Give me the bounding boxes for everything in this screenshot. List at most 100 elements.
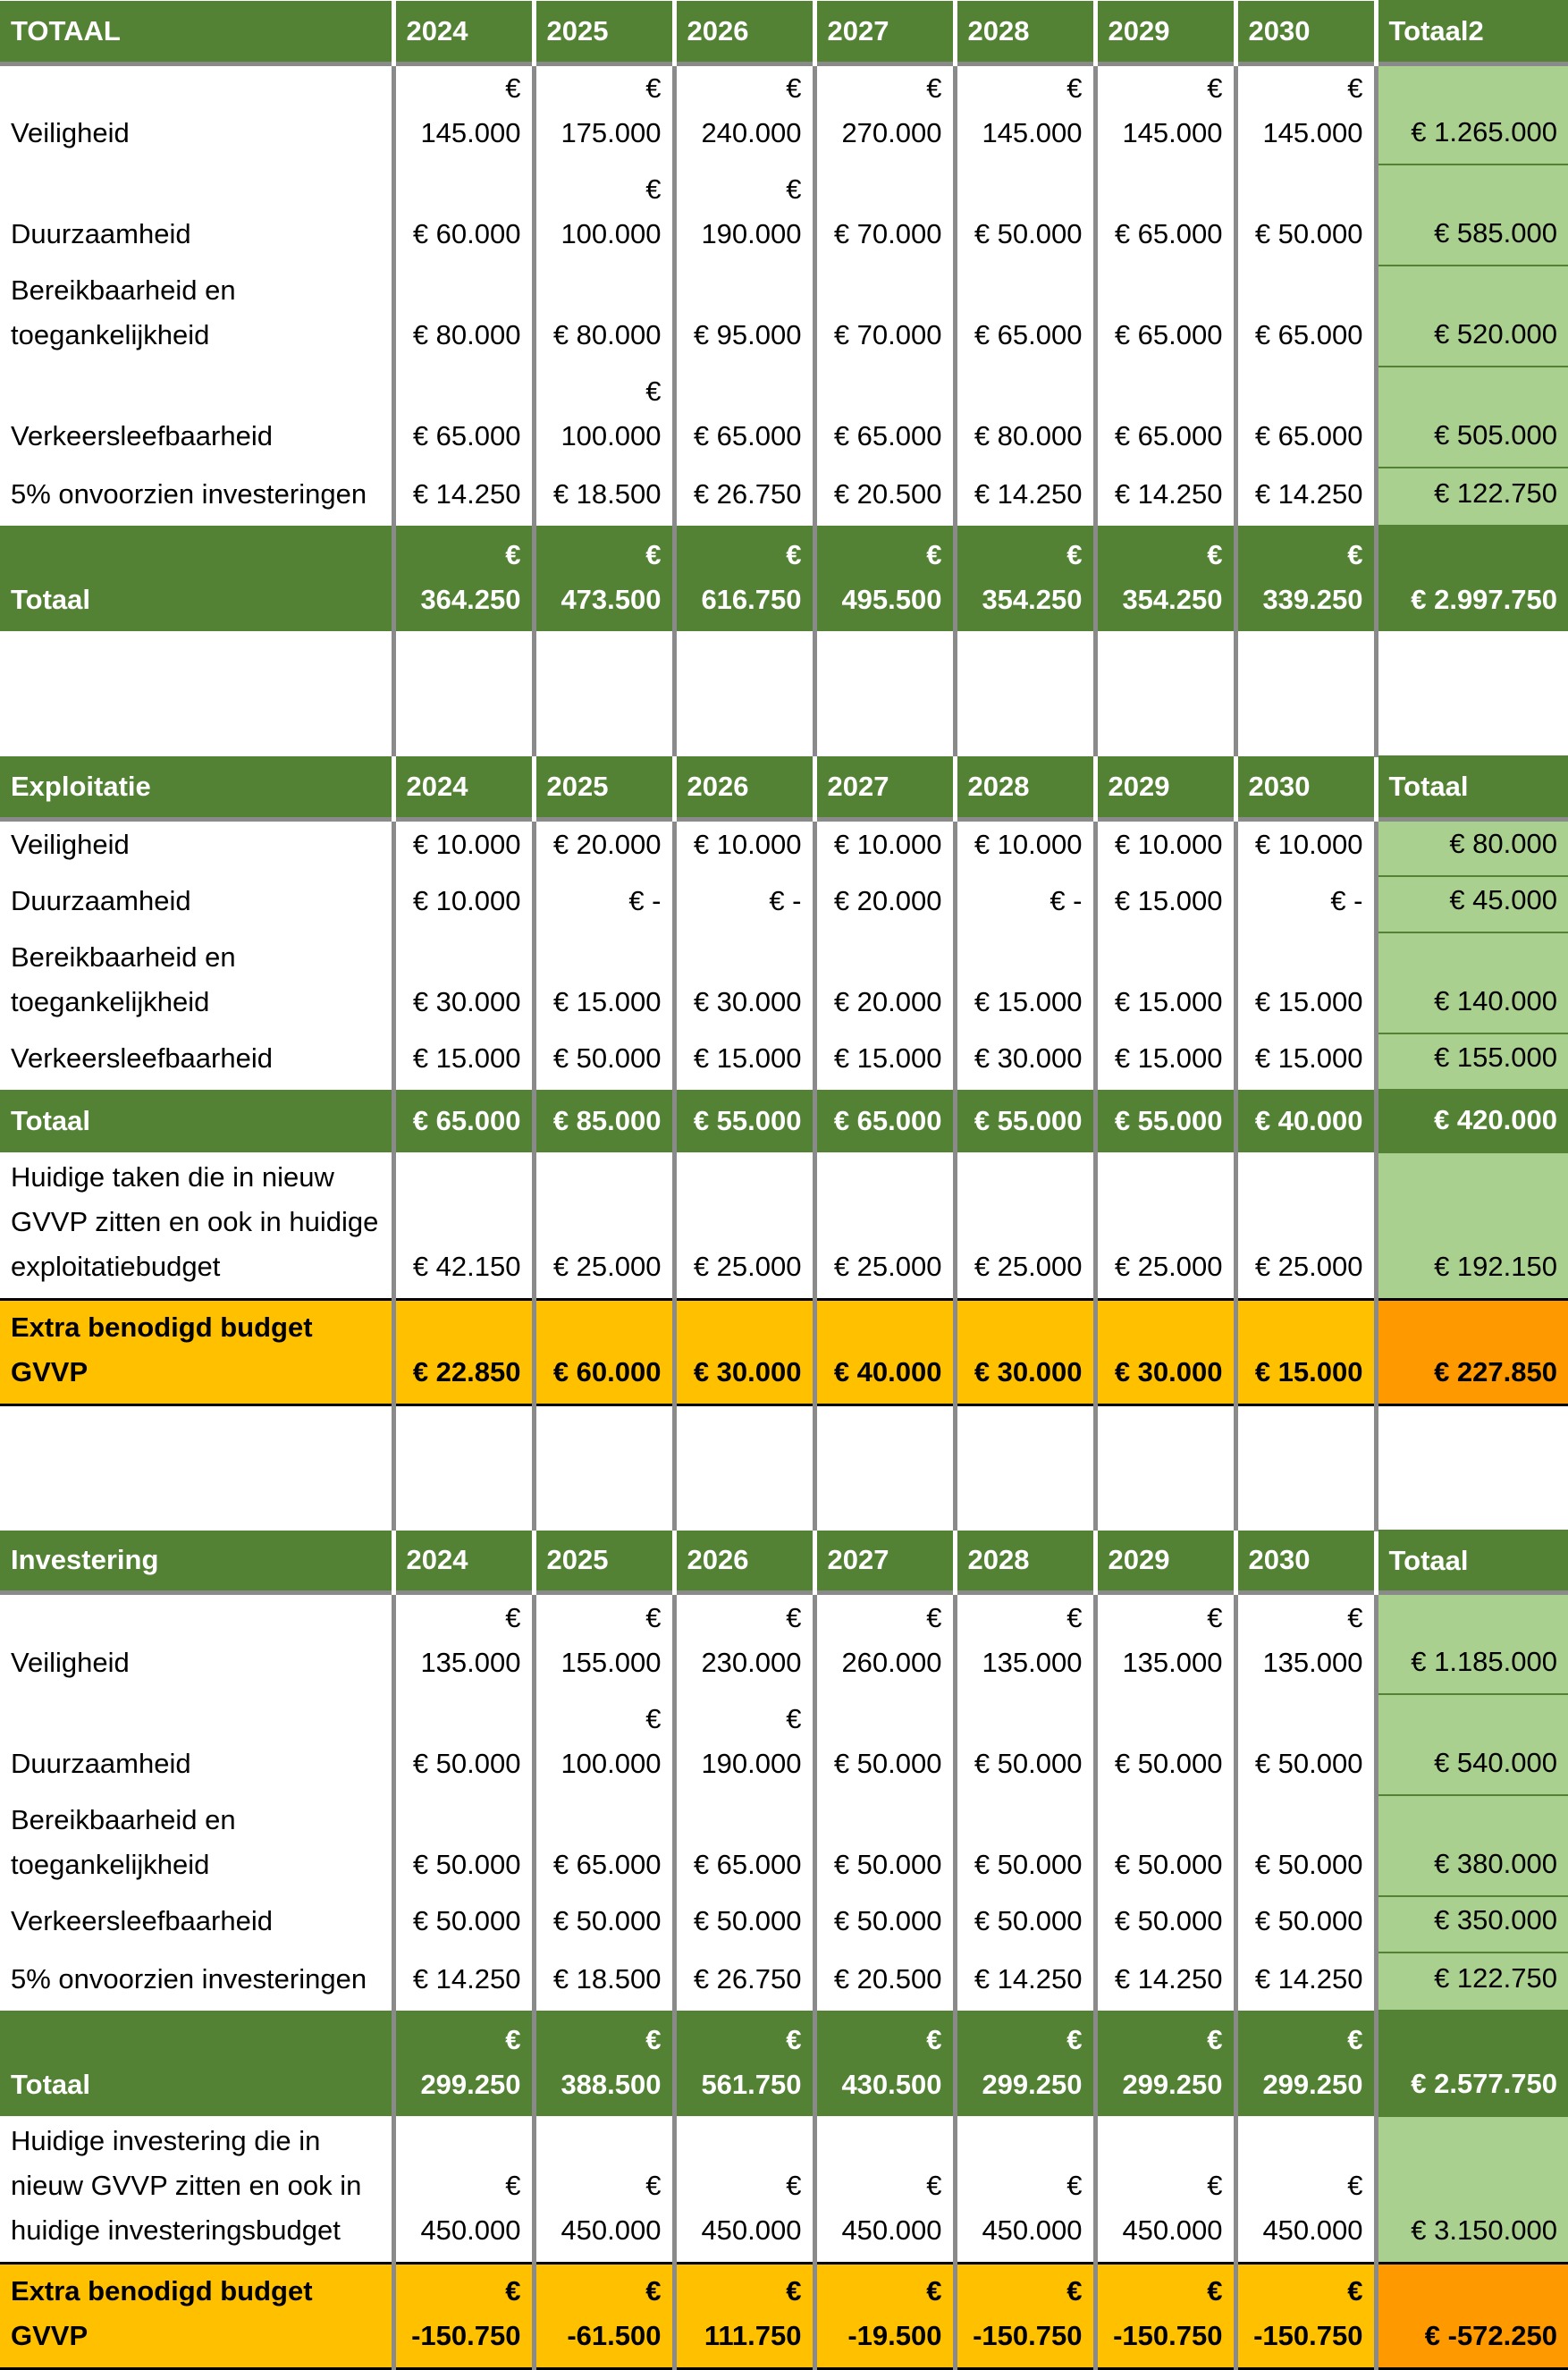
- spacer-cell: [812, 631, 955, 756]
- exploitatie-row-total-cell: € 45.000: [1373, 874, 1568, 932]
- exploitatie-row-cell: € 25.000: [952, 1151, 1095, 1300]
- totaal-section-title: TOTAAL: [0, 1, 393, 63]
- exploitatie-row-cell: € -: [1233, 875, 1376, 932]
- column-header: 2024: [391, 1, 534, 63]
- totaal-row-cell: € 70.000: [812, 164, 955, 266]
- investering-row: Duurzaamheid € 50.000 € 100.000 € 190.000 € …: [0, 1692, 1568, 1795]
- exploitatie-row-cell: € 10.000: [812, 816, 955, 876]
- exploitatie-extra-row-cell: € 30.000: [671, 1298, 814, 1406]
- column-header: 2030: [1233, 1530, 1376, 1593]
- exploitatie-extra-row-cell: € 30.000: [1092, 1298, 1235, 1406]
- investering-row-cell: € 50.000: [391, 1895, 534, 1953]
- exploitatie-row-cell: € 10.000: [391, 875, 534, 932]
- column-header: 2028: [952, 756, 1095, 819]
- exploitatie-row-label: Veiligheid: [0, 816, 393, 876]
- exploitatie-row-cell: € 15.000: [671, 1033, 814, 1090]
- totaal-row-label: Veiligheid: [0, 61, 393, 164]
- totaal-row-cell: € 100.000: [531, 164, 674, 266]
- totaal-row-cell: € 80.000: [391, 266, 534, 367]
- exploitatie-total-row-cell: € 55.000: [952, 1089, 1095, 1152]
- investering-row-cell: € 50.000: [671, 1895, 814, 1953]
- column-header: 2029: [1092, 1, 1235, 63]
- investering-total-row-total-cell: € 2.577.750: [1373, 2009, 1568, 2116]
- totaal-row-cell: € 65.000: [1092, 164, 1235, 266]
- investering-row-label: Duurzaamheid: [11, 1747, 191, 1779]
- totaal-row-cell: € 65.000: [1092, 367, 1235, 468]
- investering-row-cell: € 50.000: [812, 1693, 955, 1795]
- exploitatie-row-label: Duurzaamheid: [11, 884, 191, 916]
- investering-extra-row-cell: € -150.750: [952, 2262, 1095, 2370]
- column-header: 2025: [531, 1, 674, 63]
- spacer-cell: [531, 1404, 674, 1531]
- investering-row-cell: € 50.000: [952, 1794, 1095, 1896]
- totaal-row: Duurzaamheid € 60.000 € 100.000 € 190.000 € …: [0, 164, 1568, 266]
- column-header: 2027: [812, 1530, 955, 1593]
- exploitatie-row-cell: € 10.000: [952, 816, 1095, 876]
- spacer-cell: [1373, 631, 1568, 756]
- investering-row-cell: € 50.000: [812, 1794, 955, 1896]
- exploitatie-extra-row-cell: € 22.850: [391, 1298, 534, 1406]
- investering-row: Verkeersleefbaarheid € 50.000 € 50.000 € 50…: [0, 1894, 1568, 1953]
- investering-row-cell: € 450.000: [1233, 2115, 1376, 2264]
- column-header: 2028: [952, 1530, 1095, 1593]
- column-header: 2027: [812, 756, 955, 819]
- exploitatie-total-row-cell: € 65.000: [812, 1089, 955, 1152]
- exploitatie-row-cell: € -: [531, 875, 674, 932]
- exploitatie-row-cell: € 15.000: [391, 1033, 534, 1090]
- investering-row-cell: € 50.000: [1092, 1693, 1235, 1795]
- exploitatie-row: Verkeersleefbaarheid € 15.000 € 50.000 € 15…: [0, 1032, 1568, 1090]
- totaal-row-label: 5% onvoorzien investeringen: [11, 478, 367, 510]
- investering-row-cell: € 14.250: [1233, 1952, 1376, 2011]
- column-header: 2028: [952, 1, 1095, 63]
- totaal-row-cell: € 50.000: [1233, 164, 1376, 266]
- totaal-row-cell: € 270.000: [812, 61, 955, 164]
- totaal-row-cell: € 65.000: [1092, 266, 1235, 367]
- investering-row: Bereikbaarheid en toegankelijkheid € 50.0…: [0, 1793, 1568, 1896]
- spacer-cell: [1092, 1404, 1235, 1531]
- section-spacer: [0, 631, 1568, 756]
- investering-row-cell: € 50.000: [391, 1693, 534, 1795]
- totaal-row-cell: € 80.000: [531, 266, 674, 367]
- spacer-cell: [391, 1404, 534, 1531]
- exploitatie-row: Huidige taken die in nieuw GVVP zitten e…: [0, 1151, 1568, 1300]
- totaal-total-row-cell: € 339.250: [1233, 526, 1376, 631]
- totaal-row-label: Verkeersleefbaarheid: [11, 420, 273, 451]
- column-header: 2024: [391, 1530, 534, 1593]
- exploitatie-row-cell: € 15.000: [952, 932, 1095, 1033]
- column-header: 2026: [671, 1530, 814, 1593]
- investering-row-cell: € 26.750: [671, 1952, 814, 2011]
- exploitatie-row-cell: € 30.000: [671, 932, 814, 1033]
- spacer-cell: [1092, 631, 1235, 756]
- totaal-row-total-cell: € 505.000: [1373, 366, 1568, 468]
- exploitatie-row-cell: € 42.150: [391, 1151, 534, 1300]
- exploitatie-row-cell: € 15.000: [1092, 875, 1235, 932]
- totaal-row-cell: € 65.000: [391, 367, 534, 468]
- totaal-row-cell: € 60.000: [391, 164, 534, 266]
- exploitatie-total-row-cell: € 85.000: [531, 1089, 674, 1152]
- totaal-header-row: TOTAAL 2024 2025 2026 2027 2028 2029 2030 Totaal…: [0, 0, 1568, 63]
- exploitatie-row-total-cell: € 192.150: [1373, 1151, 1568, 1300]
- totaal-row-cell: € 65.000: [952, 266, 1095, 367]
- spacer-cell: [1373, 1404, 1568, 1531]
- exploitatie-row-cell: € 10.000: [1233, 816, 1376, 876]
- investering-row-label: Bereikbaarheid en toegankelijkheid: [11, 1803, 236, 1880]
- totaal-total-row-cell: € 473.500: [531, 526, 674, 631]
- spacer-cell: [1233, 631, 1376, 756]
- totaal-row-cell: € 100.000: [531, 367, 674, 468]
- investering-extra-row-cell: € -19.500: [812, 2262, 955, 2370]
- exploitatie-total-row: Totaal € 65.000 € 85.000 € 55.000 € 65.000 € …: [0, 1088, 1568, 1152]
- exploitatie-row-cell: € 20.000: [531, 816, 674, 876]
- investering-row-total-cell: € 350.000: [1373, 1894, 1568, 1953]
- investering-row-cell: € 65.000: [531, 1794, 674, 1896]
- column-header: 2025: [531, 756, 674, 819]
- totaal-row-cell: € 14.250: [1233, 468, 1376, 526]
- investering-row-total-cell: € 122.750: [1373, 1951, 1568, 2011]
- totaal-row-cell: € 14.250: [391, 468, 534, 526]
- investering-row-cell: € 50.000: [1092, 1794, 1235, 1896]
- investering-row-cell: € 65.000: [671, 1794, 814, 1896]
- totaal-row-cell: € 145.000: [1233, 61, 1376, 164]
- investering-extra-row-total-cell: € -572.250: [1373, 2262, 1568, 2370]
- exploitatie-total-row-cell: € 40.000: [1233, 1089, 1376, 1152]
- investering-row-total-cell: € 380.000: [1373, 1793, 1568, 1896]
- exploitatie-row-label: Bereikbaarheid en toegankelijkheid: [11, 940, 236, 1017]
